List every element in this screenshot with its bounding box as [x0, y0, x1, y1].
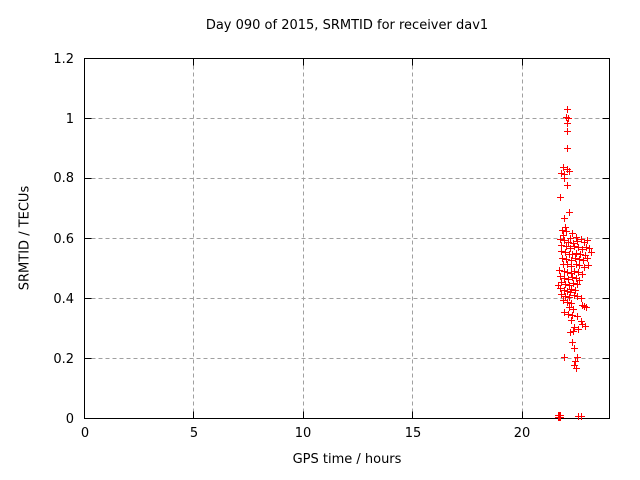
x-tick-label: 20	[514, 426, 531, 441]
x-tick-label: 5	[190, 426, 198, 441]
x-axis-label: GPS time / hours	[292, 452, 402, 467]
x-tick-label: 0	[81, 426, 89, 441]
y-tick-label: 1.2	[53, 52, 74, 67]
y-tick-label: 0.2	[53, 352, 74, 367]
y-tick-label: 0.6	[53, 232, 74, 247]
y-tick-label: 0.8	[53, 171, 74, 186]
y-tick-label: 0.4	[53, 292, 74, 307]
y-tick-label: 1	[66, 112, 74, 127]
x-tick-label: 15	[405, 426, 422, 441]
chart-title: Day 090 of 2015, SRMTID for receiver dav…	[205, 18, 489, 33]
x-tick-label: 10	[295, 426, 312, 441]
y-tick-label: 0	[66, 412, 74, 427]
scatter-points	[555, 106, 595, 421]
